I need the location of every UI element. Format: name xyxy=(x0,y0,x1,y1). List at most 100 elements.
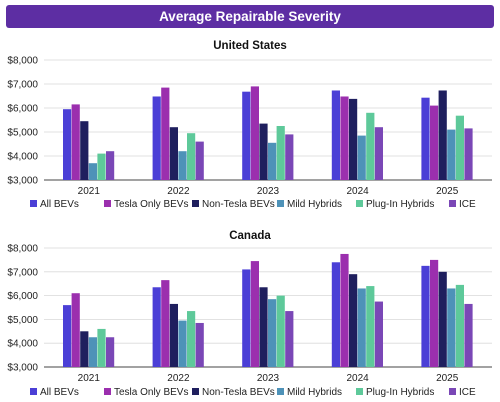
chart-united-states-y-tick-label: $7,000 xyxy=(7,80,38,91)
chart-united-states-y-tick-label: $5,000 xyxy=(7,128,38,139)
chart-canada-bar-tesla-only-bevs-2022 xyxy=(161,280,170,367)
chart-united-states-legend-item-all-bevs: All BEVs xyxy=(30,199,79,210)
chart-canada-legend-swatch xyxy=(449,388,456,395)
chart-united-states-bar-mild-hybrids-2025 xyxy=(447,129,456,180)
chart-united-states-bar-tesla-only-bevs-2023 xyxy=(250,86,259,180)
chart-united-states-legend-label: Non-Tesla BEVs xyxy=(202,199,275,210)
chart-canada-bar-ice-2024 xyxy=(374,301,383,367)
chart-united-states-legend-item-ice: ICE xyxy=(449,199,476,210)
chart-united-states-legend-item-mild-hybrids: Mild Hybrids xyxy=(277,199,342,210)
chart-united-states-legend-swatch xyxy=(192,200,199,207)
chart-canada-bar-all-bevs-2023 xyxy=(242,269,251,367)
chart-canada-y-tick-label: $8,000 xyxy=(7,244,38,255)
chart-canada-bar-non-tesla-bevs-2021 xyxy=(80,331,89,367)
chart-canada-category-label: 2022 xyxy=(167,373,190,384)
chart-canada-legend-item-all-bevs: All BEVs xyxy=(30,387,79,398)
chart-united-states-legend-label: ICE xyxy=(459,199,476,210)
chart-canada-bar-non-tesla-bevs-2024 xyxy=(349,274,358,367)
chart-canada-category-label: 2025 xyxy=(436,373,459,384)
chart-canada-bar-ice-2025 xyxy=(464,303,473,367)
chart-canada-legend-label: Plug-In Hybrids xyxy=(366,387,434,398)
chart-united-states-legend-item-tesla-only-bevs: Tesla Only BEVs xyxy=(104,199,188,210)
chart-united-states-bar-mild-hybrids-2022 xyxy=(178,151,187,180)
chart-united-states-legend-swatch xyxy=(356,200,363,207)
chart-canada-legend-item-tesla-only-bevs: Tesla Only BEVs xyxy=(104,387,188,398)
chart-canada-bar-all-bevs-2025 xyxy=(421,265,430,367)
chart-united-states-bar-mild-hybrids-2024 xyxy=(357,135,366,180)
chart-canada-legend-swatch xyxy=(277,388,284,395)
chart-united-states-bar-mild-hybrids-2023 xyxy=(268,142,277,180)
chart-united-states-bar-tesla-only-bevs-2021 xyxy=(71,104,80,180)
chart-canada-bar-plug-in-hybrids-2025 xyxy=(455,284,464,367)
chart-canada-bar-non-tesla-bevs-2022 xyxy=(169,303,178,367)
chart-canada-legend-item-mild-hybrids: Mild Hybrids xyxy=(277,387,342,398)
chart-united-states-bar-non-tesla-bevs-2024 xyxy=(349,98,358,180)
chart-canada-bar-all-bevs-2021 xyxy=(63,305,72,367)
chart-canada-bar-mild-hybrids-2021 xyxy=(88,337,97,367)
chart-united-states-legend-swatch xyxy=(104,200,111,207)
chart-united-states-legend-swatch xyxy=(277,200,284,207)
chart-canada-category-label: 2024 xyxy=(346,373,369,384)
chart-united-states-bar-tesla-only-bevs-2025 xyxy=(430,105,439,180)
chart-canada-category-label: 2021 xyxy=(78,373,101,384)
chart-canada-bar-mild-hybrids-2022 xyxy=(178,320,187,367)
chart-united-states-bar-plug-in-hybrids-2025 xyxy=(455,115,464,180)
chart-canada-bar-non-tesla-bevs-2023 xyxy=(259,287,268,367)
chart-united-states-bar-ice-2022 xyxy=(195,141,204,180)
chart-united-states-y-tick-label: $4,000 xyxy=(7,152,38,163)
chart-canada-legend-item-non-tesla-bevs: Non-Tesla BEVs xyxy=(192,387,275,398)
chart-canada-bar-ice-2023 xyxy=(285,311,294,367)
chart-united-states-category-label: 2025 xyxy=(436,186,459,197)
chart-canada-y-tick-label: $7,000 xyxy=(7,267,38,278)
chart-canada-bar-plug-in-hybrids-2021 xyxy=(97,328,106,367)
chart-united-states-bar-ice-2024 xyxy=(374,127,383,180)
chart-united-states-category-label: 2021 xyxy=(78,186,101,197)
chart-canada-legend-item-plug-in-hybrids: Plug-In Hybrids xyxy=(356,387,434,398)
chart-canada-bar-mild-hybrids-2024 xyxy=(357,288,366,367)
chart-united-states-bar-all-bevs-2024 xyxy=(331,90,340,180)
chart-canada-legend-label: Mild Hybrids xyxy=(287,387,342,398)
chart-canada-bar-non-tesla-bevs-2025 xyxy=(438,271,447,367)
chart-canada-bar-plug-in-hybrids-2024 xyxy=(366,286,375,367)
chart-united-states-legend-label: Tesla Only BEVs xyxy=(114,199,188,210)
chart-united-states-bar-all-bevs-2022 xyxy=(152,96,161,180)
chart-united-states-category-label: 2024 xyxy=(346,186,369,197)
chart-united-states-bar-plug-in-hybrids-2022 xyxy=(187,133,196,180)
chart-canada-legend-label: ICE xyxy=(459,387,476,398)
chart-canada-bar-tesla-only-bevs-2025 xyxy=(430,259,439,367)
chart-united-states-legend-label: All BEVs xyxy=(40,199,79,210)
chart-canada-legend-swatch xyxy=(192,388,199,395)
canada-chart: Canada $3,000 $4,000 $5,000 $6,000 $7,000 $8,0… xyxy=(7,230,492,398)
chart-united-states-title: United States xyxy=(213,40,287,52)
chart-canada-legend-label: Tesla Only BEVs xyxy=(114,387,188,398)
chart-united-states-bar-non-tesla-bevs-2022 xyxy=(169,127,178,180)
chart-canada-y-tick-label: $6,000 xyxy=(7,291,38,302)
united-states-chart: United States $3,000 $4,000 $5,000 $6,000 $7,… xyxy=(7,40,492,210)
chart-canada-bar-tesla-only-bevs-2023 xyxy=(250,261,259,367)
chart-canada-category-label: 2023 xyxy=(257,373,280,384)
chart-canada-bar-plug-in-hybrids-2022 xyxy=(187,311,196,367)
chart-canada-y-tick-label: $4,000 xyxy=(7,339,38,350)
chart-united-states-bar-all-bevs-2025 xyxy=(421,97,430,180)
chart-canada-bar-tesla-only-bevs-2024 xyxy=(340,253,349,367)
chart-united-states-y-tick-label: $6,000 xyxy=(7,104,38,115)
chart-canada-bar-mild-hybrids-2023 xyxy=(268,299,277,367)
chart-united-states-bar-ice-2025 xyxy=(464,128,473,180)
chart-united-states-bar-all-bevs-2021 xyxy=(63,109,72,180)
chart-united-states-legend-swatch xyxy=(30,200,37,207)
chart-canada-bar-mild-hybrids-2025 xyxy=(447,288,456,367)
chart-united-states-bar-non-tesla-bevs-2025 xyxy=(438,90,447,180)
chart-canada-legend-label: Non-Tesla BEVs xyxy=(202,387,275,398)
chart-canada-bar-all-bevs-2024 xyxy=(331,262,340,367)
chart-canada-legend-item-ice: ICE xyxy=(449,387,476,398)
chart-united-states-bar-plug-in-hybrids-2021 xyxy=(97,153,106,180)
chart-united-states-bar-ice-2023 xyxy=(285,134,294,180)
chart-canada-legend-swatch xyxy=(30,388,37,395)
chart-united-states-bar-non-tesla-bevs-2023 xyxy=(259,123,268,180)
chart-united-states-bar-plug-in-hybrids-2023 xyxy=(276,126,285,180)
chart-united-states-bar-tesla-only-bevs-2022 xyxy=(161,87,170,180)
chart-united-states-category-label: 2023 xyxy=(257,186,280,197)
chart-united-states-bar-tesla-only-bevs-2024 xyxy=(340,96,349,180)
chart-canada-bar-ice-2021 xyxy=(106,337,115,367)
chart-canada-legend-label: All BEVs xyxy=(40,387,79,398)
